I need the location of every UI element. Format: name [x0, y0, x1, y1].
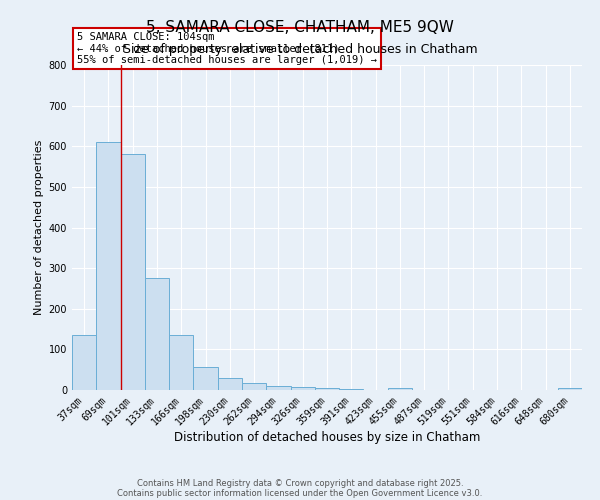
- Text: Contains HM Land Registry data © Crown copyright and database right 2025.: Contains HM Land Registry data © Crown c…: [137, 478, 463, 488]
- Bar: [558, 388, 582, 390]
- Bar: [193, 367, 218, 390]
- Bar: [290, 387, 315, 390]
- Bar: [96, 142, 121, 390]
- Y-axis label: Number of detached properties: Number of detached properties: [34, 140, 44, 315]
- Bar: [315, 388, 339, 390]
- Bar: [218, 378, 242, 390]
- Bar: [242, 382, 266, 390]
- Bar: [169, 335, 193, 390]
- Bar: [72, 335, 96, 390]
- Text: 5, SAMARA CLOSE, CHATHAM, ME5 9QW: 5, SAMARA CLOSE, CHATHAM, ME5 9QW: [146, 20, 454, 35]
- Text: 5 SAMARA CLOSE: 104sqm
← 44% of detached houses are smaller (811)
55% of semi-de: 5 SAMARA CLOSE: 104sqm ← 44% of detached…: [77, 32, 377, 65]
- X-axis label: Distribution of detached houses by size in Chatham: Distribution of detached houses by size …: [174, 431, 480, 444]
- Bar: [339, 389, 364, 390]
- Bar: [266, 386, 290, 390]
- Text: Contains public sector information licensed under the Open Government Licence v3: Contains public sector information licen…: [118, 488, 482, 498]
- Text: Size of property relative to detached houses in Chatham: Size of property relative to detached ho…: [122, 42, 478, 56]
- Bar: [121, 154, 145, 390]
- Bar: [145, 278, 169, 390]
- Bar: [388, 388, 412, 390]
